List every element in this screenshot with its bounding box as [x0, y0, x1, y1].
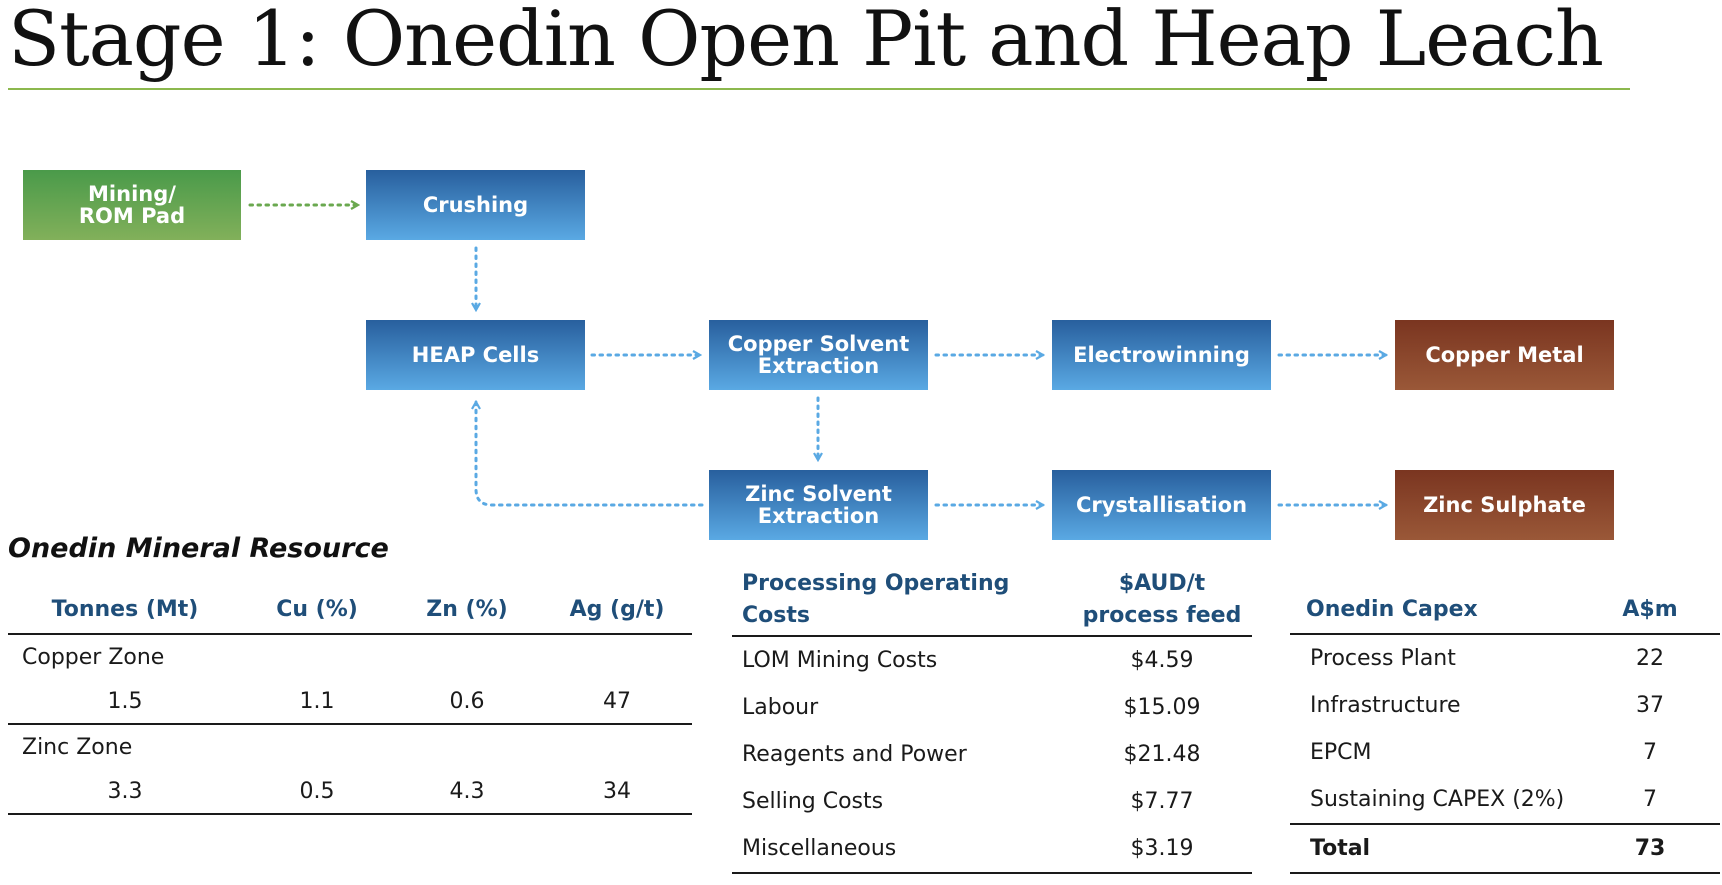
column-header: Tonnes (Mt): [8, 585, 242, 635]
zinc-solvent-extraction-box: Zinc Solvent Extraction: [709, 470, 928, 540]
table-cell: 1.1: [242, 679, 392, 725]
table-row: EPCM 7: [1290, 729, 1720, 776]
flow-arrows: [248, 0, 1722, 560]
table-row: Sustaining CAPEX (2%) 7: [1290, 776, 1720, 825]
column-header: $AUD/t process feed: [1072, 565, 1252, 637]
table-row: Infrastructure 37: [1290, 682, 1720, 729]
table-row: Process Plant 22: [1290, 634, 1720, 682]
crystallisation-box: Crystallisation: [1052, 470, 1271, 540]
table-cell: 3.3: [8, 769, 242, 815]
capex-label: Infrastructure: [1310, 693, 1461, 718]
copper-solvent-extraction-box: Copper Solvent Extraction: [709, 320, 928, 390]
capex-value: 37: [1636, 693, 1664, 718]
cost-value: $21.48: [1123, 742, 1201, 767]
arrow-zinc-sx-to-heap: [476, 402, 704, 507]
column-header: A$m: [1580, 585, 1720, 635]
table-cell: 34: [542, 769, 692, 815]
mineral-resource-title: Onedin Mineral Resource: [8, 533, 389, 564]
zone-label-row: Zinc Zone: [8, 724, 692, 769]
table-cell: 1.5: [8, 679, 242, 725]
electrowinning-box: Electrowinning: [1052, 320, 1271, 390]
zone-name: Zinc Zone: [22, 734, 133, 760]
cost-value: $3.19: [1072, 825, 1252, 874]
cost-label: Selling Costs: [742, 789, 884, 814]
cost-label: LOM Mining Costs: [742, 648, 938, 673]
table-cell: 4.3: [392, 769, 542, 815]
capex-value: 22: [1636, 646, 1664, 671]
cost-label: Miscellaneous: [732, 825, 1072, 874]
capex-value: 7: [1643, 740, 1657, 765]
cost-value: $4.59: [1130, 648, 1194, 673]
total-label: Total: [1290, 824, 1580, 874]
column-header: Onedin Capex: [1290, 585, 1580, 635]
zone-name: Copper Zone: [22, 644, 165, 670]
page-title: Stage 1: Onedin Open Pit and Heap Leach: [8, 0, 1604, 83]
total-value: 73: [1580, 824, 1720, 874]
table-cell: 0.5: [242, 769, 392, 815]
operating-costs-table: Processing Operating Costs $AUD/t proces…: [732, 565, 1252, 874]
capex-value: 7: [1580, 776, 1720, 825]
table-row: Labour $15.09: [732, 684, 1252, 731]
zinc-sulphate-box: Zinc Sulphate: [1395, 470, 1614, 540]
crushing-box: Crushing: [366, 170, 585, 240]
table-row: LOM Mining Costs $4.59: [732, 636, 1252, 684]
mineral-resource-table: Tonnes (Mt) Cu (%) Zn (%) Ag (g/t) Coppe…: [8, 585, 692, 815]
heap-cells-box: HEAP Cells: [366, 320, 585, 390]
capex-table: Onedin Capex A$m Process Plant 22 Infras…: [1290, 585, 1720, 874]
cost-value: $15.09: [1123, 695, 1201, 720]
capex-label: Process Plant: [1310, 646, 1456, 671]
capex-label: EPCM: [1310, 740, 1372, 765]
cost-label: Reagents and Power: [742, 742, 967, 767]
mining-rom-pad-box: Mining/ ROM Pad: [23, 170, 241, 240]
zone-label-row: Copper Zone: [8, 634, 692, 679]
column-header: Cu (%): [242, 585, 392, 635]
table-row: Selling Costs $7.77: [732, 778, 1252, 825]
column-header: Ag (g/t): [542, 585, 692, 635]
cost-label: Labour: [742, 695, 819, 720]
table-header-row: Onedin Capex A$m: [1290, 585, 1720, 635]
table-row: Miscellaneous $3.19: [732, 825, 1252, 874]
cost-value: $7.77: [1130, 789, 1194, 814]
capex-label: Sustaining CAPEX (2%): [1290, 776, 1580, 825]
copper-metal-box: Copper Metal: [1395, 320, 1614, 390]
table-row: Reagents and Power $21.48: [732, 731, 1252, 778]
table-row: 3.3 0.5 4.3 34: [8, 769, 692, 815]
table-cell: 47: [542, 679, 692, 725]
table-header-row: Tonnes (Mt) Cu (%) Zn (%) Ag (g/t): [8, 585, 692, 635]
column-header: Processing Operating Costs: [732, 565, 1072, 637]
table-header-row: Processing Operating Costs $AUD/t proces…: [732, 565, 1252, 637]
table-cell: 0.6: [392, 679, 542, 725]
title-divider: [8, 88, 1630, 90]
column-header: Zn (%): [392, 585, 542, 635]
table-row: 1.5 1.1 0.6 47: [8, 679, 692, 725]
total-row: Total 73: [1290, 824, 1720, 874]
